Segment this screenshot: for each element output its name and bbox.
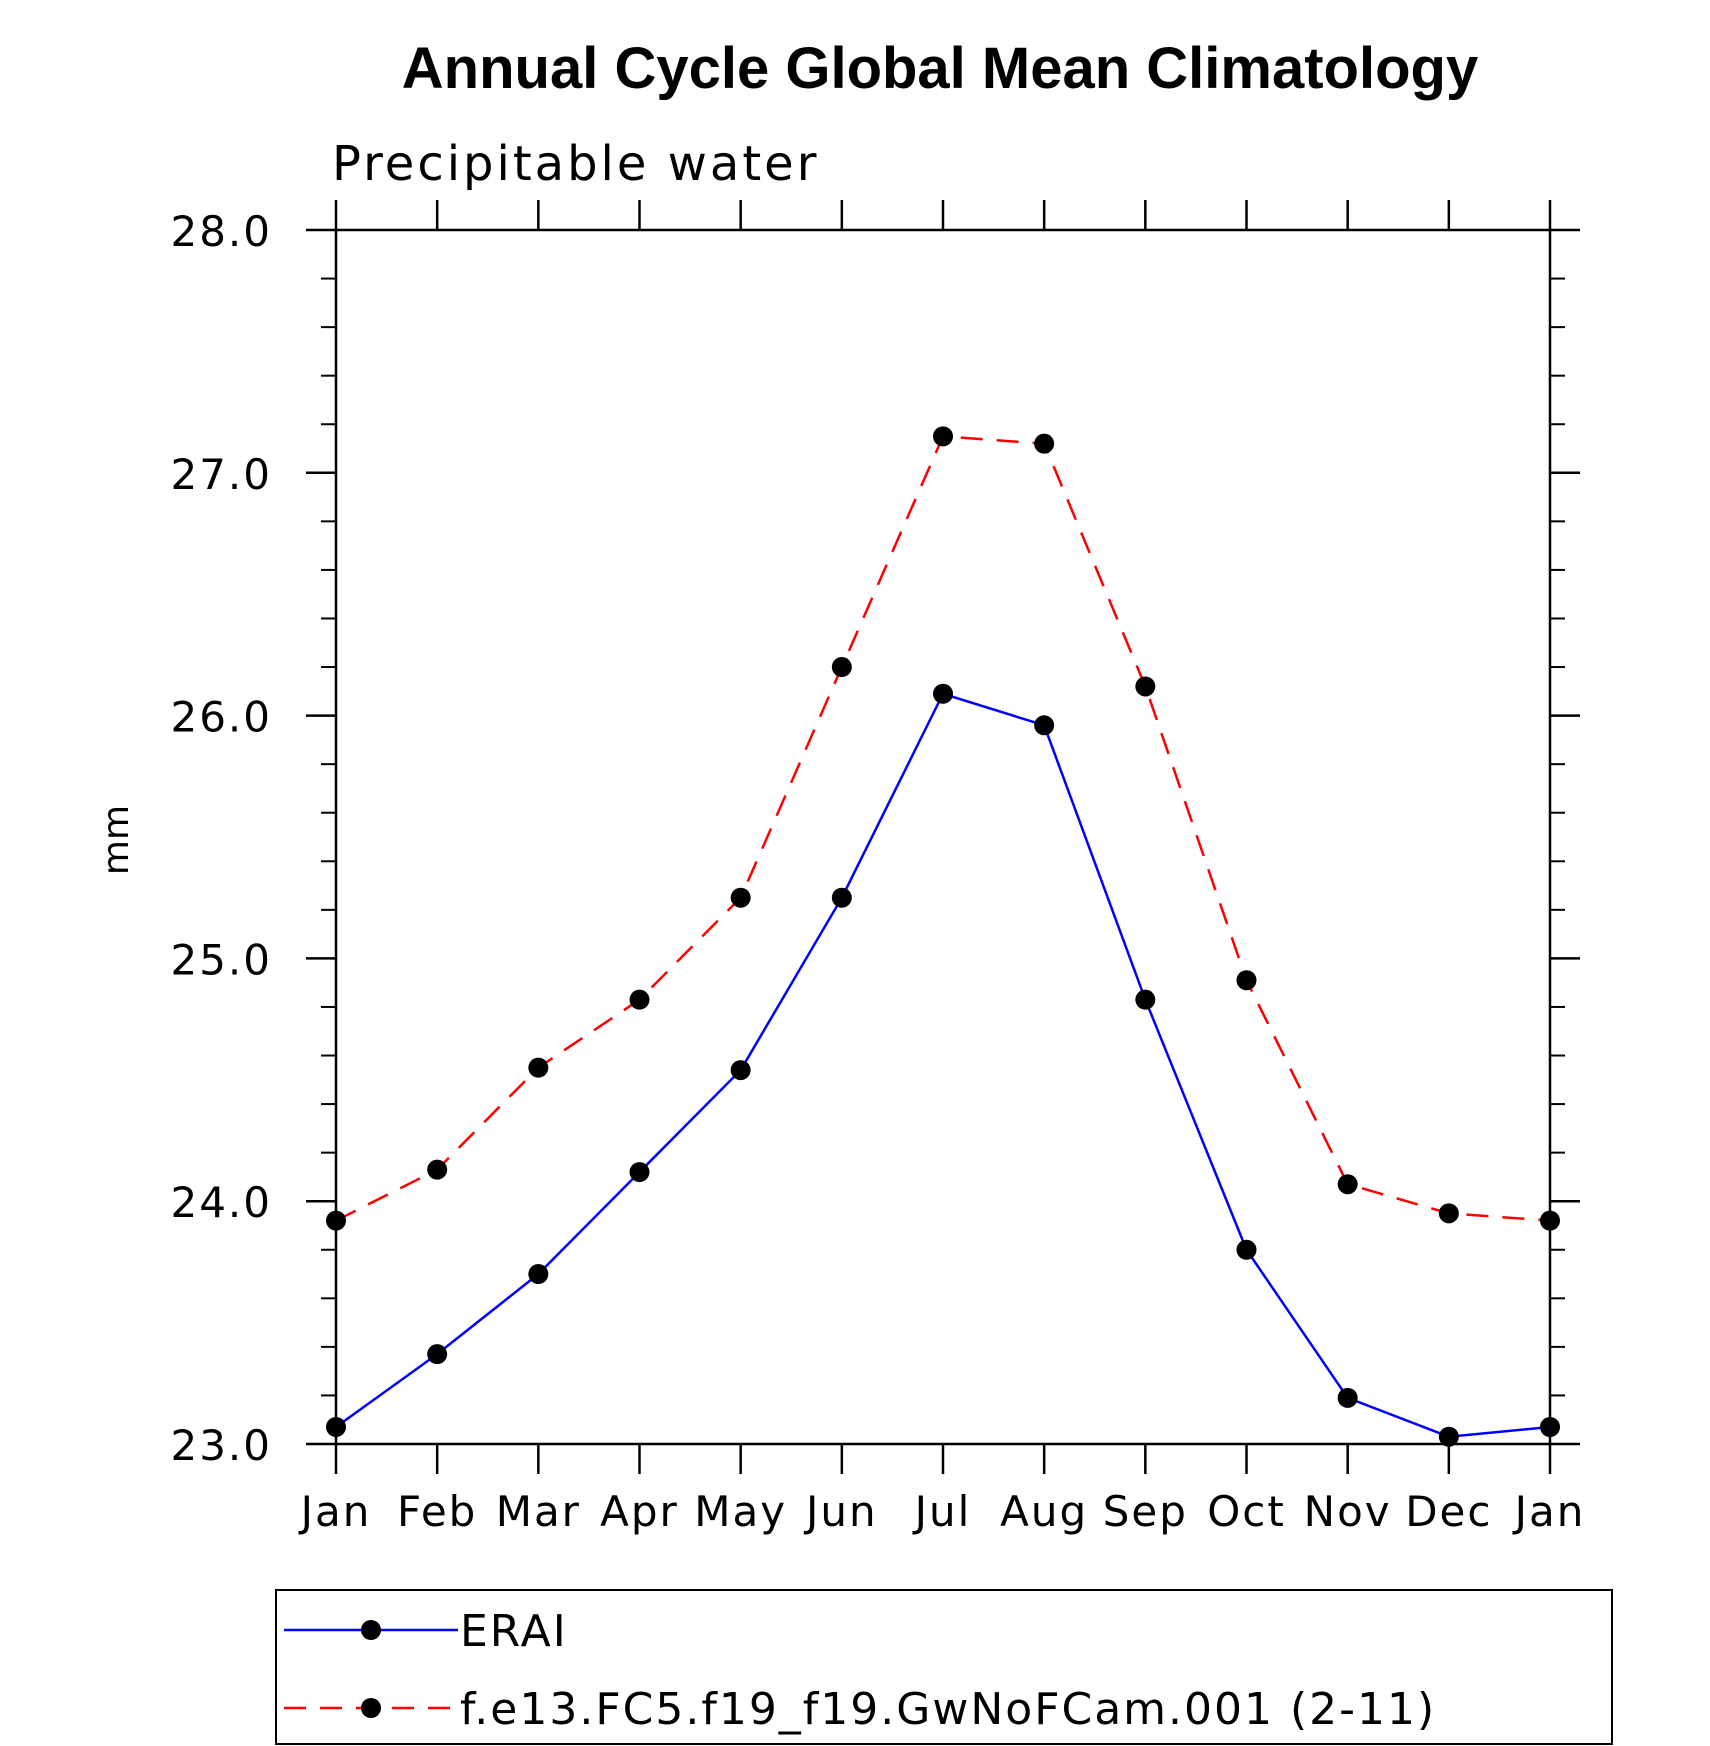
plot-frame — [334, 228, 1552, 1446]
series-2-point — [528, 1057, 549, 1078]
chart-title: Annual Cycle Global Mean Climatology — [402, 36, 1478, 101]
x-tick-label: Jan — [1512, 1487, 1586, 1536]
series-1-point — [831, 887, 852, 908]
series-1-point — [1034, 715, 1055, 736]
series-2-point — [1034, 433, 1055, 454]
y-tick-label: 27.0 — [170, 450, 272, 499]
x-tick-label: Nov — [1304, 1487, 1392, 1536]
series-line-1 — [335, 692, 1551, 1438]
axes: Jan Feb Mar Apr May Jun Jul Aug Sep Oct Nov Dec Jan 2… — [170, 200, 1586, 1536]
y-tick-label: 23.0 — [170, 1421, 272, 1470]
y-tick-label: 25.0 — [170, 935, 272, 984]
series-layer — [326, 426, 1560, 1447]
series-2-point — [1135, 676, 1156, 697]
series-1-point — [427, 1344, 448, 1365]
y-tick-label: 24.0 — [170, 1178, 272, 1227]
series-2-point — [326, 1210, 346, 1231]
series-1-point — [933, 683, 953, 704]
series-2-point — [1236, 970, 1257, 991]
legend-marker-1 — [361, 1620, 381, 1640]
x-tick-label: Feb — [397, 1487, 477, 1536]
x-tick-label: Jul — [912, 1487, 972, 1536]
series-2-point — [730, 887, 751, 908]
y-axis-label: mm — [96, 805, 137, 875]
series-1-point — [1135, 989, 1156, 1010]
chart-subtitle: Precipitable water — [332, 136, 819, 192]
legend-box — [275, 1589, 1613, 1745]
series-1-point — [730, 1060, 751, 1081]
series-2-point — [1438, 1203, 1459, 1224]
series-1-point — [1337, 1387, 1358, 1408]
series-1-point — [528, 1264, 549, 1285]
series-2-point — [1540, 1210, 1560, 1231]
series-1-point — [1540, 1417, 1560, 1438]
series-2-point — [933, 426, 953, 447]
series-2-point — [629, 989, 650, 1010]
series-2-point — [831, 657, 852, 678]
series-1-point — [629, 1162, 650, 1183]
series-2-point — [1337, 1174, 1358, 1195]
legend-label-2: f.e13.FC5.f19_f19.GwNoFCam.001 (2-11) — [460, 1684, 1436, 1735]
series-1-point — [1236, 1239, 1257, 1260]
x-tick-label: Oct — [1207, 1487, 1286, 1536]
series-line-2 — [335, 435, 1551, 1222]
x-tick-label: Aug — [1000, 1487, 1088, 1536]
x-tick-label: Dec — [1405, 1487, 1492, 1536]
series-1-point — [1438, 1426, 1459, 1447]
x-tick-label: May — [694, 1487, 787, 1536]
series-1-point — [326, 1417, 346, 1438]
x-tick-label: Sep — [1103, 1487, 1188, 1536]
x-tick-label: Jun — [803, 1487, 878, 1536]
series-2-point — [427, 1159, 448, 1180]
x-tick-label: Jan — [298, 1487, 372, 1536]
y-tick-label: 28.0 — [170, 207, 272, 256]
legend: ERAI f.e13.FC5.f19_f19.GwNoFCam.001 (2-11… — [275, 1589, 1613, 1745]
y-tick-label: 26.0 — [170, 693, 272, 742]
x-tick-label: Apr — [600, 1487, 679, 1536]
legend-label-1: ERAI — [460, 1606, 568, 1657]
legend-marker-2 — [361, 1698, 381, 1718]
x-tick-label: Mar — [496, 1487, 581, 1536]
